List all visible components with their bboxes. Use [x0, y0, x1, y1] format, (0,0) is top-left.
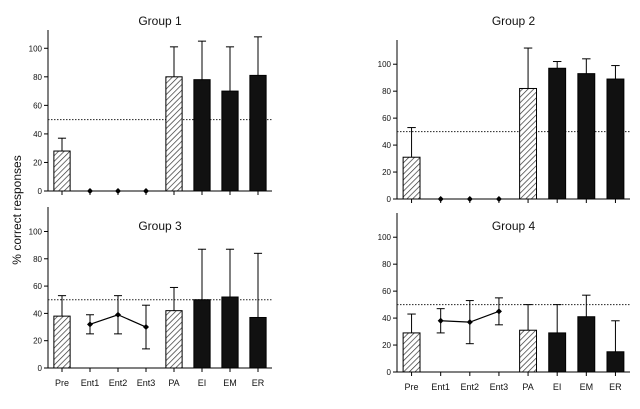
data-point-marker: [495, 196, 502, 202]
y-tick-label: 0: [387, 195, 392, 204]
bar-er: [249, 316, 267, 369]
bar-em: [577, 73, 596, 200]
bar-pre: [402, 332, 421, 373]
y-tick-label: 20: [33, 337, 42, 346]
chart-panel-1: Group 1 0 20 40 60 80 100: [29, 14, 272, 196]
y-tick-label: 80: [33, 255, 42, 264]
bar-er: [606, 351, 625, 373]
y-axis-label-container: % correct responses: [2, 130, 32, 290]
y-tick-label: 20: [33, 158, 42, 167]
bar-pre: [402, 156, 421, 200]
chart-title: Group 2: [492, 14, 536, 28]
x-tick-label: Pre: [55, 378, 69, 388]
y-tick-label: 40: [382, 141, 391, 150]
chart-title: Group 1: [138, 14, 182, 28]
x-tick-label: Ent2: [461, 382, 480, 392]
x-tick-label: Ent3: [137, 378, 156, 388]
x-tick-label: Ent1: [81, 378, 100, 388]
data-point-marker: [466, 196, 473, 202]
y-tick-label: 60: [33, 282, 42, 291]
x-tick-label: Pre: [405, 382, 419, 392]
bar-pre: [53, 315, 71, 369]
y-tick-label: 40: [33, 309, 42, 318]
data-point-marker: [437, 196, 444, 202]
bar-er: [249, 74, 267, 192]
data-point-marker: [87, 188, 93, 194]
y-tick-label: 20: [382, 168, 391, 177]
y-tick-label: 60: [382, 114, 391, 123]
y-tick-label: 100: [378, 233, 392, 242]
bar-ei: [548, 67, 567, 200]
bar-ei: [193, 79, 211, 192]
y-tick-label: 0: [38, 187, 43, 196]
data-point-marker: [466, 319, 473, 326]
data-point-marker: [495, 308, 502, 315]
chart-title: Group 3: [138, 219, 182, 233]
y-tick-label: 80: [382, 260, 391, 269]
data-point-marker: [115, 188, 121, 194]
x-tick-label: Ent3: [490, 382, 509, 392]
x-tick-label: PA: [168, 378, 179, 388]
bar-em: [221, 90, 239, 192]
bar-pa: [519, 87, 538, 200]
y-tick-label: 60: [382, 287, 391, 296]
y-tick-label: 80: [33, 73, 42, 82]
chart-panel-4: Group 4 0 20 40 60 80 100 Pre Ent1 Ent2 Ent3 PA EI EM…: [378, 213, 630, 392]
bar-pa: [165, 76, 183, 192]
x-tick-label: Ent1: [431, 382, 450, 392]
x-tick-label: ER: [252, 378, 265, 388]
x-tick-label: EM: [580, 382, 594, 392]
bar-pa: [165, 310, 183, 369]
chart-panel-3: Group 3 0 20 40 60 80 100 Pre Ent1 Ent2 Ent3 PA EI EM…: [29, 207, 272, 388]
x-tick-label: ER: [609, 382, 622, 392]
bar-pa: [519, 329, 538, 373]
x-tick-label: PA: [522, 382, 533, 392]
y-tick-label: 100: [29, 44, 43, 53]
y-tick-label: 40: [33, 130, 42, 139]
y-tick-label: 60: [33, 101, 42, 110]
y-tick-label: 40: [382, 314, 391, 323]
y-tick-label: 0: [387, 368, 392, 377]
data-point-marker: [143, 324, 149, 331]
bar-ei: [548, 332, 567, 373]
bar-ei: [193, 299, 211, 369]
data-point-marker: [437, 317, 444, 324]
bar-em: [221, 296, 239, 369]
y-tick-label: 0: [38, 364, 43, 373]
data-point-marker: [87, 321, 93, 328]
y-tick-label: 100: [378, 60, 392, 69]
data-point-marker: [143, 188, 149, 194]
y-tick-label: 80: [382, 87, 391, 96]
x-tick-label: EM: [223, 378, 237, 388]
bar-em: [577, 316, 596, 373]
y-tick-label: 20: [382, 341, 391, 350]
bar-pre: [53, 150, 71, 192]
x-tick-label: EI: [198, 378, 207, 388]
y-tick-label: 100: [29, 227, 43, 236]
chart-panel-2: Group 2 0 20 40 60 80 100: [378, 14, 630, 204]
bar-er: [606, 78, 625, 200]
x-tick-label: Ent2: [109, 378, 128, 388]
data-point-marker: [115, 311, 121, 318]
chart-title: Group 4: [492, 219, 536, 233]
y-axis-label: % correct responses: [10, 155, 24, 264]
x-tick-label: EI: [553, 382, 562, 392]
